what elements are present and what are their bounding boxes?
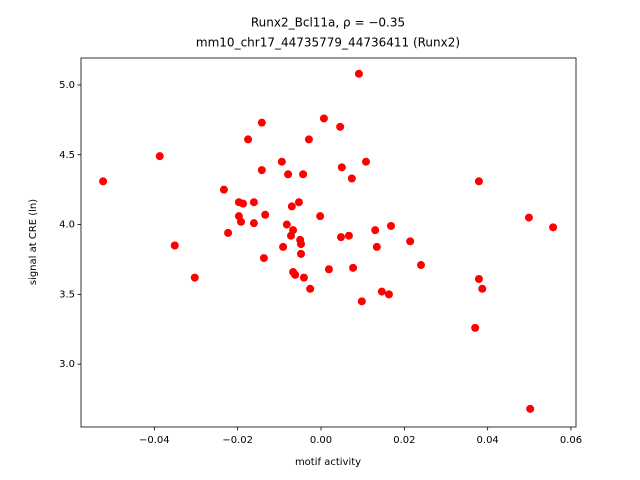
point [279,242,288,251]
point [304,135,313,144]
point [349,263,358,272]
point [237,217,245,226]
point [257,166,266,175]
point [244,135,253,144]
y-axis-label: signal at CRE (ln) [28,199,39,285]
point [170,241,179,250]
point [155,152,164,161]
point [99,177,108,186]
point [362,157,370,166]
point [299,273,308,282]
chart-title: Runx2_Bcl11a, ρ = −0.35 [251,16,405,30]
point [306,284,315,293]
chart-subtitle: mm10_chr17_44735779_44736411 (Runx2) [196,36,460,50]
point [347,174,356,183]
point [249,219,258,228]
point [377,287,386,296]
point [474,177,483,186]
y-tick-label: 4.0 [59,220,75,231]
plot-frame [80,57,577,428]
point [319,114,328,123]
point [284,170,293,179]
point [372,242,381,251]
x-tick-label: 0.00 [310,435,332,446]
x-axis-label: motif activity [295,457,361,468]
point [190,273,199,282]
point [259,254,268,263]
x-tick-label: 0.04 [477,435,499,446]
point [257,118,266,127]
point [299,170,308,179]
point [287,202,296,211]
point [316,212,325,221]
y-tick-label: 3.0 [59,359,75,370]
point [371,226,380,235]
point [294,198,303,207]
point [471,323,480,332]
x-tick-label: 0.06 [560,435,582,446]
y-tick-label: 4.5 [59,150,75,161]
point [239,199,248,208]
point [337,233,345,242]
point [224,228,233,237]
point [344,231,353,240]
x-tick-label: −0.02 [222,435,253,446]
y-tick-label: 5.0 [59,80,75,91]
point [282,220,291,229]
x-tick-label: 0.02 [393,435,415,446]
point [297,240,305,249]
point [337,163,346,172]
point [357,297,366,306]
point [354,69,363,78]
point [297,249,305,258]
point [474,275,483,284]
point [384,290,393,299]
y-tick-label: 3.5 [59,289,75,300]
point [261,210,270,219]
point [526,404,535,413]
point [277,157,286,166]
point [387,221,395,230]
point [291,270,300,279]
point [249,198,258,207]
point [406,237,415,246]
point [219,185,228,194]
point [417,261,425,270]
point [524,213,533,222]
point [324,265,333,274]
point [336,122,345,131]
x-tick-label: −0.04 [139,435,170,446]
point [478,284,487,293]
point [549,223,558,232]
point [289,226,298,235]
